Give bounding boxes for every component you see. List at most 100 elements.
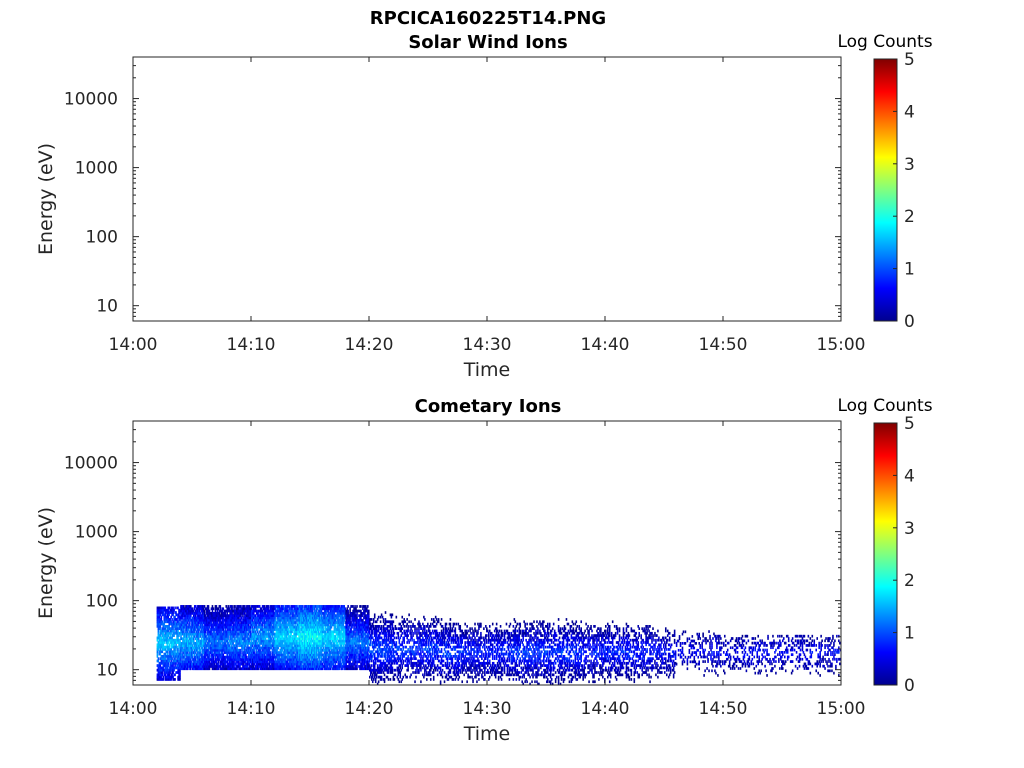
spectrogram-cell [191,637,193,641]
spectrogram-cell [320,644,323,648]
spectrogram-cell [221,614,224,618]
spectrogram-cell [251,621,254,624]
spectrogram-cell [312,655,315,659]
spectrogram-cell [329,628,332,631]
spectrogram-cell [248,609,250,613]
spectrogram-cell [270,665,273,668]
spectrogram-cell [328,630,331,634]
spectrogram-cell [192,609,195,613]
spectrogram-cell [304,667,306,671]
spectrogram-cell [163,645,166,649]
spectrogram-cell [319,637,322,641]
spectrogram-cell [173,678,175,681]
spectrogram-cell [277,635,280,638]
spectrogram-cell [324,651,327,654]
spectrogram-cell [322,618,325,622]
spectrogram-cell [157,657,160,661]
spectrogram-cell [185,653,187,657]
spectrogram-cell [296,648,298,652]
spectrogram-cell [244,625,246,629]
spectrogram-cell [200,658,203,661]
spectrogram-cell [341,625,344,629]
spectrogram-cell [259,653,262,657]
spectrogram-cell [225,648,228,652]
spectrogram-cell [230,667,232,671]
spectrogram-cell [172,608,174,612]
spectrogram-cell [188,609,190,613]
spectrogram-cell [324,635,327,638]
spectrogram-cell [195,665,198,668]
spectrogram-cell [293,609,295,613]
spectrogram-cell [200,623,203,627]
spectrogram-cell [332,635,335,638]
spectrogram-cell [201,628,204,631]
spectrogram-cell [242,662,244,666]
spectrogram-cell [214,618,217,622]
spectrogram-cell [308,628,310,631]
spectrogram-cell [209,644,212,648]
spectrogram-cell [283,614,286,618]
spectrogram-cell [242,611,244,615]
spectrogram-cell [308,667,310,671]
spectrogram-cell [207,614,210,618]
spectrogram-cell [224,614,227,618]
spectrogram-cell [184,621,186,624]
spectrogram-cell [298,648,300,652]
spectrogram-cell [186,655,188,659]
spectrogram-cell [272,639,275,643]
spectrogram-cell [315,630,318,634]
spectrogram-cell [192,644,194,648]
spectrogram-cell [293,621,295,624]
spectrogram-cell [307,614,309,618]
spectrogram-cell [319,635,322,638]
spectrogram-cell [163,648,166,651]
spectrogram-cell [275,639,278,643]
spectrogram-cell [173,631,175,635]
spectrogram-cell [160,611,163,614]
spectrogram-cell [226,662,228,666]
spectrogram-cell [157,634,160,637]
spectrogram-cell [321,616,324,620]
spectrogram-cell [323,639,326,643]
spectrogram-cell [315,641,318,645]
spectrogram-cell [170,606,172,610]
spectrogram-cell [241,658,243,661]
spectrogram-cell [229,653,231,657]
spectrogram-cell [167,629,169,633]
spectrogram-cell [258,646,261,650]
spectrogram-cell [288,646,290,650]
spectrogram-cell [283,616,286,620]
spectrogram-cell [192,641,195,645]
spectrogram-cell [298,651,300,654]
spectrogram-cell [255,632,258,636]
spectrogram-cell [333,628,336,631]
spectrogram-cell [184,667,186,671]
spectrogram-cell [323,653,326,657]
spectrogram-cell [171,664,173,667]
spectrogram-cell [227,632,229,636]
spectrogram-cell [179,659,181,663]
spectrogram-cell [246,625,248,629]
spectrogram-cell [246,651,248,654]
spectrogram-cell [167,631,169,635]
spectrogram-cell [261,625,264,629]
spectrogram-cell [173,659,175,663]
spectrogram-cell [262,621,265,624]
spectrogram-cell [237,651,239,654]
spectrogram-cell [245,635,247,638]
spectrogram-cell [205,646,208,650]
spectrogram-cell [202,621,205,624]
spectrogram-cell [218,641,221,645]
spectrogram-cell [322,653,325,657]
spectrogram-cell [198,618,201,622]
spectrogram-cell [280,630,283,634]
spectrogram-cell [343,653,346,657]
spectrogram-cell [258,660,261,664]
spectrogram-cell [182,637,184,641]
spectrogram-cell [250,637,252,641]
spectrogram-cell [207,609,210,613]
spectrogram-cell [212,635,215,638]
spectrogram-cell [299,618,301,622]
spectrogram-cell [218,644,221,648]
spectrogram-cell [259,614,262,618]
